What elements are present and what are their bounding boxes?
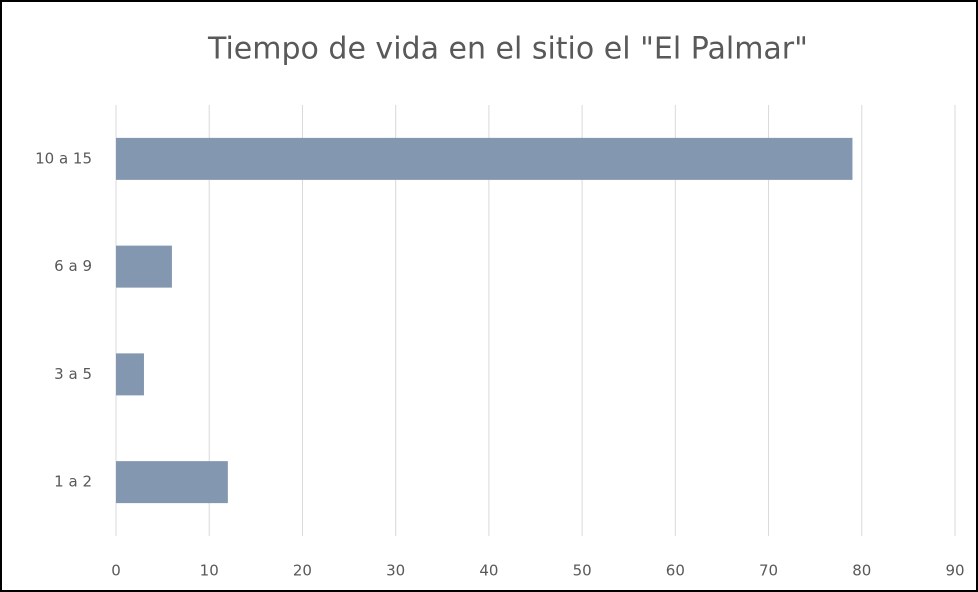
x-tick-label: 10	[200, 562, 219, 580]
x-tick-label: 50	[573, 562, 592, 580]
bar	[116, 137, 853, 180]
x-tick-label: 20	[293, 562, 312, 580]
x-tick-label: 60	[666, 562, 685, 580]
y-tick-label: 3 a 5	[54, 365, 92, 383]
x-tick-label: 80	[852, 562, 871, 580]
chart-title: Tiempo de vida en el sitio el "El Palmar…	[207, 32, 808, 67]
x-tick-label: 30	[386, 562, 405, 580]
bar	[116, 461, 228, 504]
x-tick-label: 90	[945, 562, 964, 580]
bar	[116, 353, 144, 396]
x-tick-label: 0	[111, 562, 121, 580]
bar	[116, 245, 172, 288]
y-tick-label: 1 a 2	[54, 473, 92, 491]
y-tick-label: 6 a 9	[54, 257, 92, 275]
x-tick-label: 40	[479, 562, 498, 580]
x-tick-label: 70	[759, 562, 778, 580]
y-tick-label: 10 a 15	[35, 149, 92, 167]
